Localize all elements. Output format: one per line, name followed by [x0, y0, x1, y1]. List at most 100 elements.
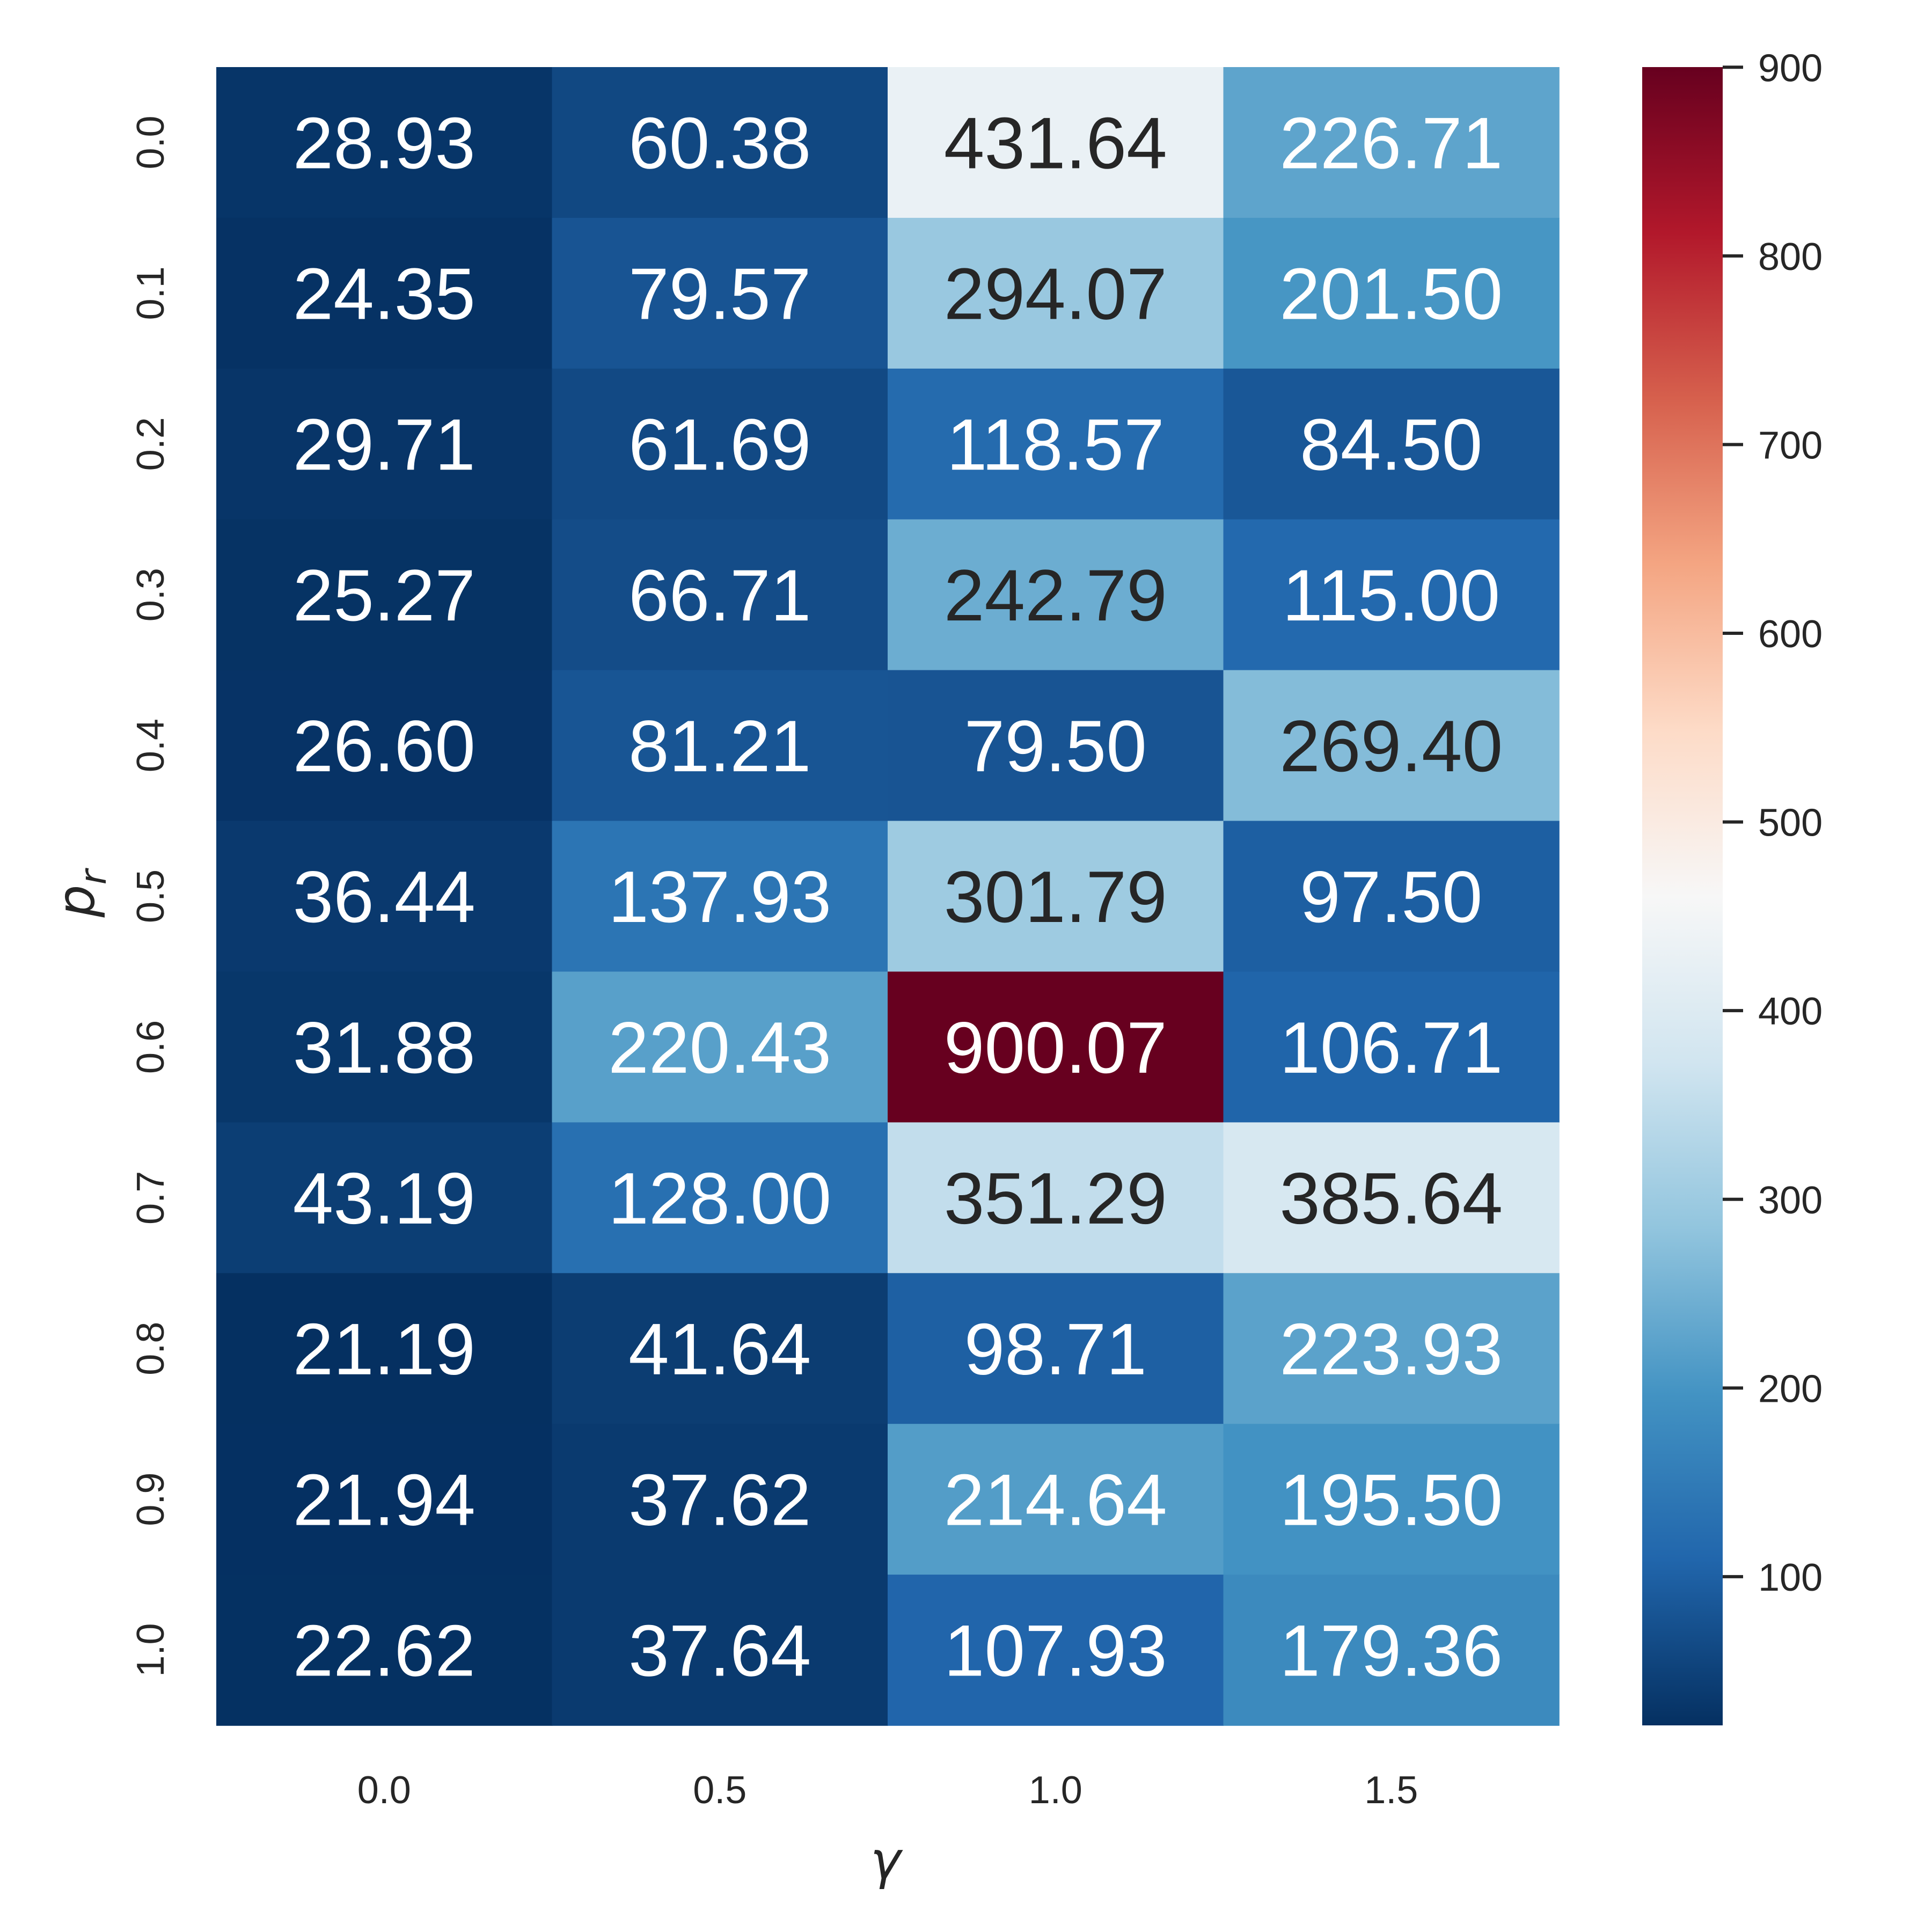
heatmap-cell-label: 385.64	[1279, 1158, 1503, 1239]
y-tick-label: 0.2	[129, 417, 172, 471]
heatmap-cell-label: 220.43	[608, 1007, 831, 1088]
heatmap-cell	[888, 368, 1224, 520]
heatmap-cell-label: 60.38	[628, 102, 811, 184]
colorbar-tick-label: 100	[1758, 1556, 1823, 1599]
colorbar-tick-label: 400	[1758, 990, 1823, 1033]
heatmap-cell-label: 179.36	[1279, 1610, 1503, 1692]
heatmap-cell-label: 201.50	[1279, 253, 1503, 334]
colorbar-ticks: 100 200 300 400 500 600 700 800 900	[1723, 47, 1823, 1599]
y-tick-label: 0.9	[129, 1473, 172, 1526]
heatmap-cell	[888, 971, 1224, 1123]
heatmap-cell-label: 351.29	[944, 1158, 1167, 1239]
y-axis-label-main: p	[46, 885, 106, 918]
heatmap-cell	[1223, 821, 1560, 972]
heatmap-cell-label: 31.88	[293, 1007, 475, 1088]
heatmap-cell	[1223, 1273, 1560, 1424]
colorbar-tick-label: 200	[1758, 1367, 1823, 1410]
heatmap-cell-label: 22.62	[293, 1610, 475, 1692]
heatmap-cell	[888, 1424, 1224, 1575]
heatmap-cell-label: 37.62	[628, 1459, 811, 1541]
heatmap-cell	[1223, 971, 1560, 1123]
heatmap-cell	[552, 217, 888, 369]
heatmap-cell-label: 431.64	[944, 102, 1167, 184]
heatmap-cell-label: 107.93	[944, 1610, 1167, 1692]
heatmap-cell-label: 81.21	[628, 705, 811, 787]
colorbar-tick-label: 700	[1758, 424, 1823, 467]
x-tick-label: 0.0	[357, 1769, 411, 1812]
y-tick-label: 0.6	[129, 1020, 172, 1074]
heatmap-cell-label: 66.71	[628, 554, 811, 636]
heatmap-cell-labels: 28.93 60.38 431.64 226.71 24.35 79.57 294.07 20…	[293, 102, 1503, 1691]
y-tick-label: 0.0	[129, 115, 172, 169]
heatmap-cell	[552, 1273, 888, 1424]
heatmap-cell-label: 106.71	[1279, 1007, 1503, 1088]
heatmap-cell-label: 24.35	[293, 253, 475, 334]
x-axis-label: γ	[870, 1831, 903, 1891]
heatmap-cell-label: 98.71	[964, 1308, 1147, 1390]
heatmap-cell	[552, 971, 888, 1123]
heatmap-cell-label: 195.50	[1279, 1459, 1503, 1541]
heatmap-cell-label: 29.71	[293, 404, 475, 485]
heatmap-cell	[1223, 67, 1560, 218]
heatmap-cell-label: 115.00	[1282, 554, 1500, 636]
heatmap-cell-label: 226.71	[1279, 102, 1503, 184]
colorbar	[1642, 67, 1723, 1725]
x-tick-label: 1.0	[1029, 1769, 1082, 1812]
heatmap-cell	[216, 821, 553, 972]
y-tick-label: 0.8	[129, 1322, 172, 1375]
x-tick-label: 1.5	[1364, 1769, 1418, 1812]
heatmap-cell-label: 21.94	[293, 1459, 475, 1541]
heatmap-cell	[552, 67, 888, 218]
heatmap-cell	[216, 368, 553, 520]
heatmap-cell	[216, 971, 553, 1123]
heatmap-cell	[888, 519, 1224, 671]
heatmap-cell	[888, 670, 1224, 822]
heatmap-cell-label: 137.93	[608, 856, 831, 938]
heatmap-cell	[552, 1575, 888, 1726]
colorbar-tick-label: 600	[1758, 613, 1823, 656]
heatmap-cell-label: 37.64	[628, 1610, 811, 1692]
heatmap-cell-label: 223.93	[1279, 1308, 1503, 1390]
heatmap-cell	[552, 1424, 888, 1575]
heatmap-cell	[888, 1575, 1224, 1726]
heatmap-cell	[1223, 368, 1560, 520]
y-tick-label: 0.1	[129, 266, 172, 320]
heatmap-cell	[552, 519, 888, 671]
heatmap-cell	[216, 1273, 553, 1424]
heatmap-cell	[1223, 1122, 1560, 1274]
heatmap-cell-label: 214.64	[944, 1459, 1167, 1541]
heatmap-cell	[216, 67, 553, 218]
heatmap-cell-label: 242.79	[944, 554, 1167, 636]
heatmap-cell	[888, 821, 1224, 972]
heatmap-cell	[1223, 1575, 1560, 1726]
heatmap-cell	[216, 1575, 553, 1726]
y-axis-label-sub: r	[72, 868, 115, 885]
heatmap-cell-label: 294.07	[944, 253, 1167, 334]
heatmap-cell	[888, 1273, 1224, 1424]
colorbar-tick-label: 900	[1758, 47, 1823, 90]
heatmap-cell	[552, 368, 888, 520]
heatmap-cell-label: 118.57	[947, 404, 1165, 485]
heatmap-cell-label: 128.00	[608, 1158, 831, 1239]
heatmap-cell	[1223, 519, 1560, 671]
y-tick-label: 0.5	[129, 869, 172, 923]
colorbar-tick-label: 500	[1758, 802, 1823, 845]
heatmap-cell-label: 36.44	[293, 856, 475, 938]
heatmap-cell-label: 21.19	[293, 1308, 475, 1390]
heatmap-cells	[216, 67, 1560, 1726]
heatmap-cell-label: 79.57	[628, 253, 811, 334]
heatmap-cell-label: 79.50	[964, 705, 1147, 787]
heatmap-cell	[888, 217, 1224, 369]
y-tick-label: 0.7	[129, 1171, 172, 1225]
heatmap-cell-label: 43.19	[293, 1158, 475, 1239]
heatmap-cell	[216, 1424, 553, 1575]
heatmap-cell	[888, 1122, 1224, 1274]
x-axis-ticks: 0.0 0.5 1.0 1.5	[357, 1769, 1418, 1812]
colorbar-tick-label: 300	[1758, 1179, 1823, 1222]
y-tick-label: 0.3	[129, 568, 172, 621]
heatmap-cell	[216, 217, 553, 369]
heatmap-cell-label: 25.27	[293, 554, 475, 636]
heatmap-cell	[216, 670, 553, 822]
heatmap-cell	[552, 1122, 888, 1274]
